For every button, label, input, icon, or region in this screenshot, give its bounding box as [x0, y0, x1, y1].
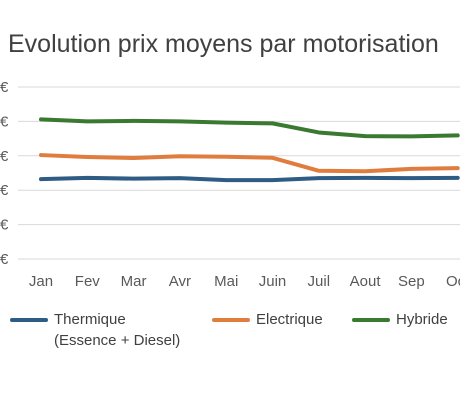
legend-label-hybride: Hybride: [396, 311, 448, 328]
y-tick-label-stub: €: [0, 79, 9, 96]
gridlines: € € € € € €: [0, 79, 460, 268]
y-tick-label-stub: €: [0, 217, 9, 234]
y-tick-label-stub: €: [0, 113, 9, 130]
y-tick-label-stub: €: [0, 148, 9, 165]
legend-label-thermique-main: Thermique: [54, 311, 126, 328]
x-tick-label: Sep: [398, 273, 425, 290]
chart-title: Evolution prix moyens par motorisation: [8, 30, 439, 58]
x-tick-label: Mai: [214, 273, 238, 290]
legend-item-electrique: Electrique: [212, 309, 323, 330]
x-tick-label: Mar: [121, 273, 147, 290]
legend-swatch-electrique: [212, 318, 250, 322]
x-tick-label: Juil: [308, 273, 331, 290]
legend-swatch-thermique: [10, 318, 48, 322]
x-tick-label: Avr: [169, 273, 191, 290]
legend-item-thermique: Thermique (Essence + Diesel): [10, 309, 180, 351]
x-tick-label: Aout: [350, 273, 382, 290]
y-tick-label-stub: €: [0, 182, 9, 199]
legend-item-hybride: Hybride: [352, 309, 448, 330]
x-tick-label: Jan: [29, 273, 53, 290]
legend-label-electrique: Electrique: [256, 311, 323, 328]
y-tick-label-stub: €: [0, 251, 9, 268]
legend-label-thermique-sub: (Essence + Diesel): [54, 332, 181, 349]
x-axis-labels: Jan Fev Mar Avr Mai Juin Juil Aout Sep Oct: [29, 273, 460, 290]
series-line-hybride: [39, 117, 460, 139]
x-tick-label: Fev: [75, 273, 101, 290]
legend-swatch-hybride: [352, 318, 390, 322]
legend-label-thermique: Thermique (Essence + Diesel): [54, 309, 180, 351]
series-line-electrique: [39, 153, 460, 174]
series-line-thermique: [39, 175, 460, 183]
series-lines: [39, 117, 460, 183]
x-tick-label: Oct: [446, 273, 460, 290]
x-tick-label: Juin: [259, 273, 287, 290]
